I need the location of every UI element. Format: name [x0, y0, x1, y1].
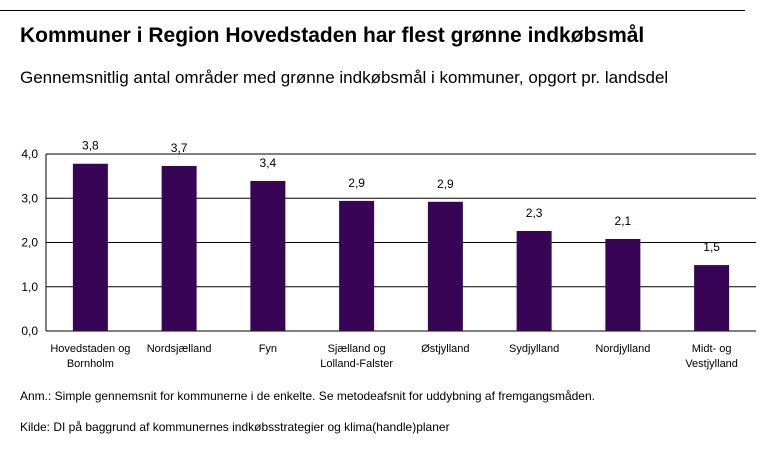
x-tick-label: Lolland-Falster [320, 358, 393, 370]
y-tick-label: 2,0 [21, 236, 38, 250]
data-label: 3,4 [260, 156, 277, 170]
y-tick-label: 1,0 [21, 280, 38, 294]
data-label: 2,3 [526, 206, 543, 220]
y-tick-label: 4,0 [21, 147, 38, 161]
chart-note: Anm.: Simple gennemsnit for kommunerne i… [20, 389, 595, 403]
x-tick-label: Sjælland og [328, 343, 386, 355]
chart-title: Kommuner i Region Hovedstaden har flest … [20, 24, 645, 47]
chart-subtitle: Gennemsnitlig antal områder med grønne i… [20, 68, 669, 87]
data-label: 3,8 [82, 139, 99, 153]
x-tick-label: Fyn [259, 343, 277, 355]
data-label: 3,7 [171, 141, 188, 155]
top-rule [0, 10, 745, 11]
data-label: 2,9 [348, 176, 365, 190]
data-label: 2,1 [615, 214, 632, 228]
x-tick-label: Nordjylland [595, 343, 650, 355]
bar [516, 230, 552, 331]
bar [161, 165, 197, 331]
y-tick-label: 3,0 [21, 191, 38, 205]
chart-source: Kilde: DI på baggrund af kommunernes ind… [20, 420, 450, 434]
data-label: 1,5 [703, 240, 720, 254]
bar [72, 163, 108, 331]
data-label: 2,9 [437, 177, 454, 191]
x-tick-label: Hovedstaden og [50, 343, 130, 355]
y-tick-label: 0,0 [21, 324, 38, 338]
x-tick-label: Bornholm [67, 358, 114, 370]
x-tick-label: Midt- og [692, 343, 732, 355]
bar [427, 201, 463, 331]
x-tick-label: Sydjylland [509, 343, 559, 355]
bar [250, 180, 286, 331]
bar [339, 200, 375, 331]
x-tick-label: Vestjylland [685, 358, 738, 370]
x-tick-label: Nordsjælland [147, 343, 212, 355]
bar [694, 265, 730, 331]
bar [605, 238, 641, 331]
x-tick-label: Østjylland [421, 343, 469, 355]
